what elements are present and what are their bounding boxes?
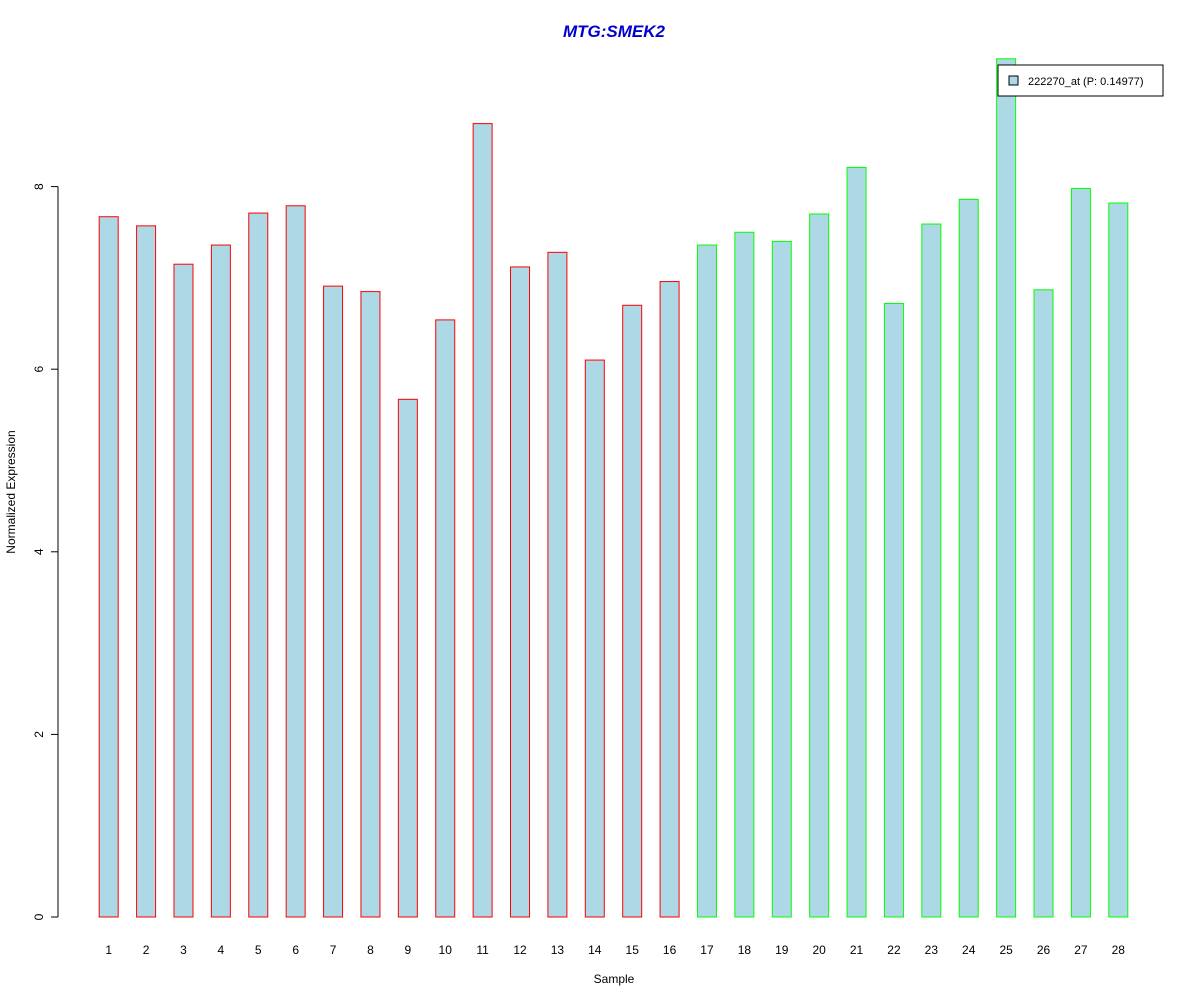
x-tick-label: 20 — [812, 943, 826, 957]
x-tick-label: 23 — [925, 943, 939, 957]
bar-sample-9 — [397, 398, 418, 918]
x-tick-label: 10 — [439, 943, 453, 957]
legend-swatch — [1008, 75, 1019, 86]
x-tick-label: 27 — [1074, 943, 1088, 957]
x-tick-label: 5 — [255, 943, 262, 957]
bar-sample-17 — [696, 244, 717, 918]
bar-sample-15 — [622, 304, 643, 918]
bar-sample-28 — [1108, 202, 1129, 918]
x-tick-label: 16 — [663, 943, 677, 957]
x-tick-label: 26 — [1037, 943, 1051, 957]
bar-sample-5 — [248, 212, 269, 918]
y-tick-label: 6 — [32, 366, 46, 373]
y-tick-label: 2 — [32, 731, 46, 738]
y-axis: 0 2 4 6 8 — [32, 183, 59, 920]
x-tick-label: 24 — [962, 943, 976, 957]
bar-sample-25 — [996, 58, 1017, 918]
y-axis-title: Normalized Expression — [4, 430, 18, 553]
bars-group — [98, 58, 1129, 918]
bar-sample-12 — [510, 266, 531, 918]
bar-sample-19 — [771, 240, 792, 918]
x-tick-label: 11 — [476, 943, 489, 957]
bar-sample-4 — [210, 244, 231, 918]
bar-sample-7 — [323, 285, 344, 918]
bar-sample-27 — [1070, 187, 1091, 918]
y-tick-label: 0 — [32, 913, 46, 920]
x-tick-label: 13 — [551, 943, 565, 957]
bar-sample-13 — [547, 251, 568, 918]
bar-sample-20 — [809, 213, 830, 918]
x-tick-label: 6 — [292, 943, 299, 957]
bar-sample-23 — [921, 223, 942, 918]
x-tick-label: 2 — [143, 943, 150, 957]
x-tick-label: 28 — [1112, 943, 1126, 957]
x-tick-label: 7 — [330, 943, 337, 957]
x-tick-label: 8 — [367, 943, 374, 957]
bar-sample-18 — [734, 231, 755, 918]
x-tick-label: 19 — [775, 943, 789, 957]
bar-sample-11 — [472, 123, 493, 918]
x-tick-label: 14 — [588, 943, 602, 957]
legend-label: 222270_at (P: 0.14977) — [1028, 76, 1144, 88]
x-tick-label: 17 — [700, 943, 714, 957]
y-tick-label: 8 — [32, 183, 46, 190]
legend: 222270_at (P: 0.14977) — [997, 64, 1164, 97]
bar-sample-8 — [360, 291, 381, 918]
bar-sample-24 — [958, 198, 979, 918]
x-tick-label: 22 — [887, 943, 901, 957]
bar-sample-6 — [285, 205, 306, 918]
bar-sample-21 — [846, 166, 867, 918]
x-tick-label: 9 — [404, 943, 411, 957]
x-tick-label: 18 — [738, 943, 752, 957]
bar-sample-3 — [173, 263, 194, 918]
x-tick-label: 12 — [513, 943, 527, 957]
bar-sample-10 — [435, 319, 456, 918]
bar-sample-22 — [883, 302, 904, 918]
bar-sample-16 — [659, 281, 680, 918]
x-tick-label: 1 — [105, 943, 112, 957]
x-axis-title: Sample — [594, 972, 635, 986]
bar-sample-2 — [136, 225, 157, 918]
y-tick-label: 4 — [32, 548, 46, 555]
x-tick-label: 3 — [180, 943, 187, 957]
x-tick-label: 15 — [626, 943, 640, 957]
bar-sample-1 — [98, 216, 119, 918]
x-tick-label: 4 — [218, 943, 225, 957]
x-tick-label: 21 — [850, 943, 864, 957]
chart-title: MTG:SMEK2 — [563, 22, 666, 41]
bar-sample-26 — [1033, 289, 1054, 918]
bar-sample-14 — [584, 359, 605, 918]
legend-box — [997, 64, 1164, 97]
x-tick-labels: 1 2 3 4 5 6 7 8 9 10 11 12 13 14 15 16 17 18 19 20 21 22 23 24 2… — [105, 943, 1125, 957]
x-tick-label: 25 — [999, 943, 1013, 957]
